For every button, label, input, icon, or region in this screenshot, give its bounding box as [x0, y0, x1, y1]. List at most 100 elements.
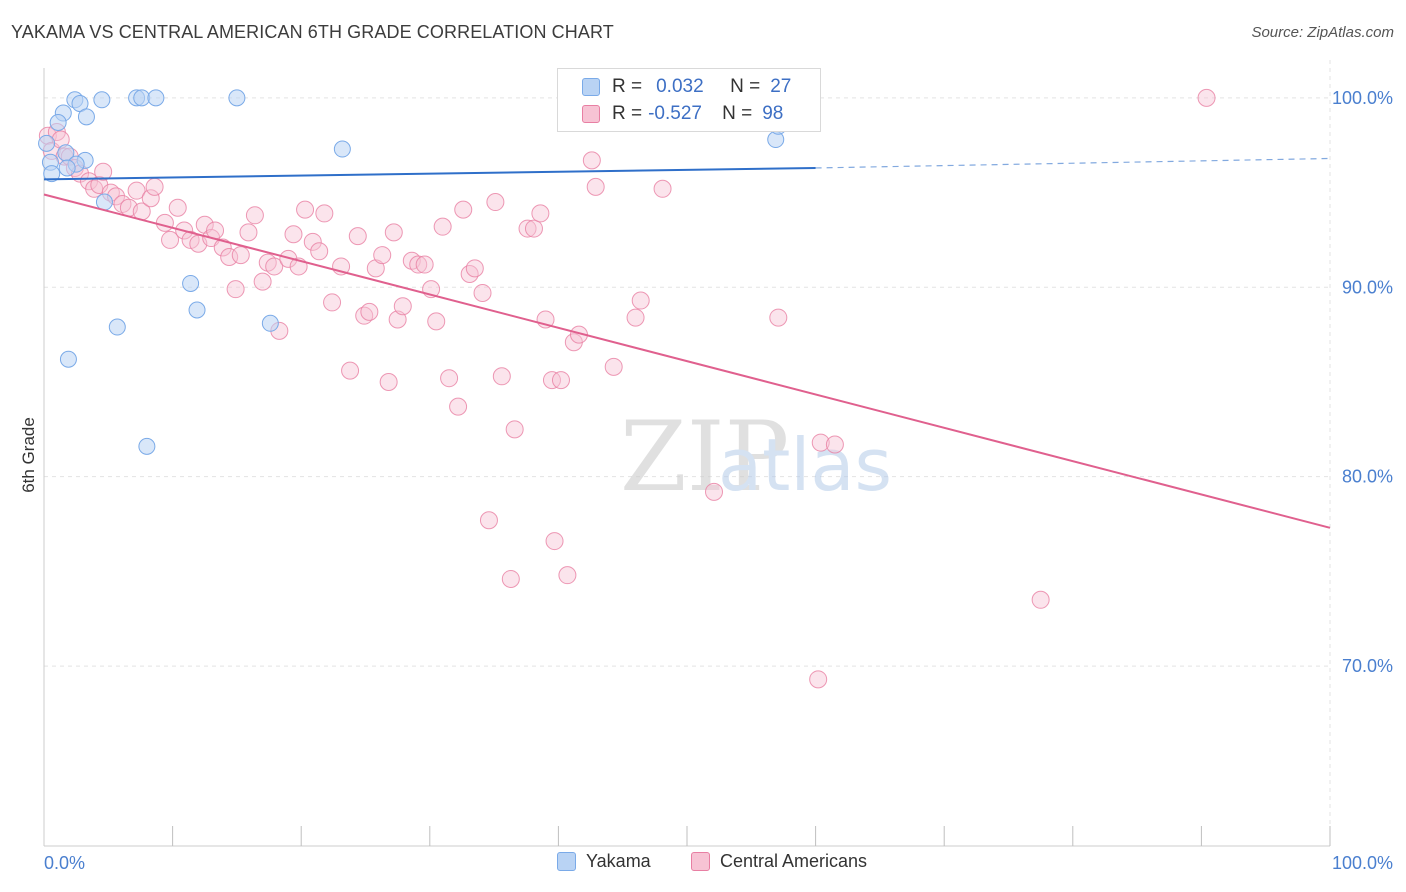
- central-americans-point: [626, 308, 645, 327]
- yakama-point: [228, 89, 246, 107]
- correlation-legend: R = 0.032 N = 27 R = -0.527 N = 98: [557, 68, 821, 132]
- chart-title: YAKAMA VS CENTRAL AMERICAN 6TH GRADE COR…: [11, 22, 614, 42]
- central-americans-point: [195, 215, 214, 234]
- axis-labels: 100.0% 90.0% 80.0% 70.0% 0.0% 100.0%: [44, 88, 1393, 873]
- central-americans-point: [604, 357, 623, 376]
- y-tick-label: 90.0%: [1342, 277, 1393, 297]
- central-americans-point: [348, 227, 367, 246]
- yakama-point: [182, 274, 200, 292]
- yakama-point: [95, 193, 113, 211]
- central-americans-point: [315, 204, 334, 223]
- central-americans-point: [582, 151, 601, 170]
- yakama-trend-line: [43, 166, 816, 181]
- central-americans-point: [279, 249, 298, 268]
- yakama-points: [38, 89, 787, 455]
- central-americans-point: [141, 189, 160, 208]
- central-americans-point: [94, 162, 113, 181]
- central-americans-point: [245, 206, 264, 225]
- central-americans-point: [440, 369, 459, 388]
- legend-swatch-central-americans: [582, 105, 600, 123]
- central-americans-point: [454, 200, 473, 219]
- central-americans-point: [1197, 88, 1216, 107]
- trend-lines: [43, 157, 1331, 529]
- yakama-point: [93, 91, 111, 109]
- yakama-point: [133, 89, 151, 107]
- yakama-point: [77, 108, 95, 126]
- central-americans-point: [542, 371, 561, 390]
- legend-n-value: 27: [770, 76, 792, 97]
- x-tick-label: 0.0%: [44, 853, 85, 873]
- central-americans-points: [38, 88, 1216, 689]
- series-legend-yakama: Yakama: [557, 851, 651, 872]
- central-americans-point: [155, 213, 174, 232]
- central-americans-point: [501, 569, 520, 588]
- legend-row-central-americans: R = -0.527 N = 98: [582, 102, 783, 126]
- legend-r-label: R =: [612, 103, 643, 124]
- central-americans-point: [226, 280, 245, 299]
- series-swatch-central-americans: [691, 852, 710, 871]
- central-americans-point: [705, 482, 724, 501]
- yakama-point: [43, 165, 61, 183]
- yakama-point: [188, 301, 206, 319]
- yakama-point: [138, 437, 156, 455]
- central-americans-point: [809, 670, 828, 689]
- yakama-point: [49, 114, 67, 132]
- central-americans-point: [545, 532, 564, 551]
- series-label-central-americans: Central Americans: [720, 851, 868, 871]
- central-americans-point: [518, 219, 537, 238]
- legend-n-label: N =: [722, 103, 753, 124]
- yakama-trend-extension: [815, 157, 1331, 169]
- central-americans-point: [505, 420, 524, 439]
- central-americans-point: [465, 259, 484, 278]
- central-americans-point: [310, 242, 329, 261]
- yakama-point: [108, 318, 126, 336]
- central-americans-point: [433, 217, 452, 236]
- central-americans-point: [253, 272, 272, 291]
- central-americans-point: [161, 230, 180, 249]
- legend-r-value: -0.527: [648, 103, 702, 124]
- central-americans-point: [341, 361, 360, 380]
- central-americans-point: [551, 371, 570, 390]
- series-label-yakama: Yakama: [586, 851, 651, 871]
- central-americans-point: [427, 312, 446, 331]
- central-americans-point: [409, 255, 428, 274]
- yakama-point: [333, 140, 351, 158]
- yakama-point: [59, 350, 77, 368]
- central-americans-point: [586, 177, 605, 196]
- central-americans-point: [1031, 590, 1050, 609]
- legend-r-label: R =: [612, 76, 643, 97]
- central-americans-point: [393, 297, 412, 316]
- central-americans-point: [239, 223, 258, 242]
- legend-n-value: 98: [762, 103, 784, 124]
- central-americans-point: [479, 511, 498, 530]
- central-americans-point: [631, 291, 650, 310]
- central-americans-point: [303, 232, 322, 251]
- axes: [43, 68, 1331, 847]
- yakama-point: [58, 159, 76, 177]
- central-americans-point: [373, 246, 392, 265]
- yakama-point: [38, 134, 56, 152]
- legend-r-value: 0.032: [656, 76, 704, 97]
- series-swatch-yakama: [557, 852, 576, 871]
- central-americans-point: [653, 179, 672, 198]
- y-tick-label: 80.0%: [1342, 467, 1393, 487]
- central-americans-point: [323, 293, 342, 312]
- central-americans-point: [825, 435, 844, 454]
- central-americans-point: [366, 259, 385, 278]
- central-americans-point: [145, 177, 164, 196]
- y-tick-label: 70.0%: [1342, 656, 1393, 676]
- central-americans-point: [388, 310, 407, 329]
- watermark-zip: ZIP: [620, 401, 789, 513]
- yakama-point: [261, 314, 279, 332]
- central-americans-point: [284, 225, 303, 244]
- central-americans-point: [415, 255, 434, 274]
- y-axis-label: 6th Grade: [19, 417, 38, 493]
- central-americans-point: [265, 257, 284, 276]
- central-americans-trend-line: [43, 193, 1331, 529]
- central-americans-point: [384, 223, 403, 242]
- central-americans-point: [769, 308, 788, 327]
- central-americans-point: [168, 198, 187, 217]
- central-americans-point: [811, 433, 830, 452]
- legend-swatch-yakama: [582, 78, 600, 96]
